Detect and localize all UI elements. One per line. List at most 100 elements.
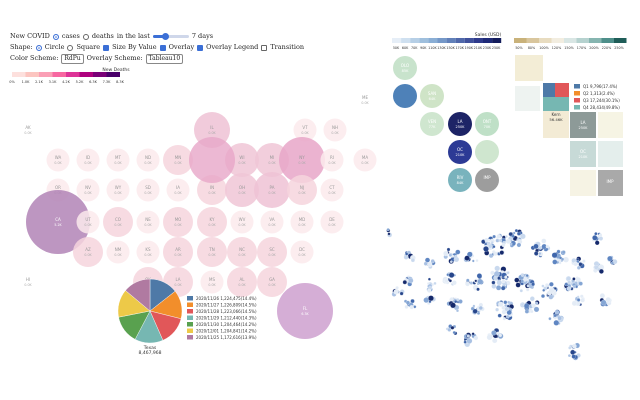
location-dot[interactable] [402, 280, 407, 285]
location-dot[interactable] [520, 233, 526, 240]
state-bubble-md[interactable] [290, 210, 314, 234]
state-bubble-ia[interactable] [166, 178, 190, 202]
location-dot[interactable] [529, 296, 535, 302]
cases-label[interactable]: cases [61, 32, 80, 40]
state-bubble-fl[interactable] [277, 283, 333, 339]
location-dot[interactable] [599, 293, 606, 299]
days-slider-knob[interactable] [162, 33, 170, 40]
location-dot[interactable] [387, 232, 391, 236]
location-dot[interactable] [524, 309, 530, 314]
treemap-cell-imp[interactable] [598, 170, 623, 196]
location-dot[interactable] [498, 301, 504, 307]
treemap-cell-q4[interactable] [543, 97, 569, 111]
location-dot[interactable] [395, 286, 399, 290]
location-dot[interactable] [568, 346, 572, 350]
location-dot[interactable] [519, 289, 523, 293]
location-dot[interactable] [474, 279, 478, 283]
location-dot[interactable] [427, 288, 432, 293]
location-dot[interactable] [504, 306, 510, 312]
state-bubble-ma[interactable] [353, 148, 377, 172]
location-dot[interactable] [466, 251, 473, 258]
state-bubble-sd[interactable] [136, 178, 160, 202]
state-bubble-wa[interactable] [46, 148, 70, 172]
city-bubble[interactable] [448, 140, 472, 164]
location-dot[interactable] [456, 309, 459, 313]
state-bubble-ar[interactable] [163, 237, 193, 267]
state-bubble-wi[interactable] [225, 143, 259, 177]
location-dot[interactable] [448, 279, 452, 283]
state-bubble-ne[interactable] [136, 210, 160, 234]
location-dot[interactable] [592, 235, 598, 241]
state-bubble-mn[interactable] [163, 145, 193, 175]
location-dot[interactable] [496, 279, 502, 286]
location-dot[interactable] [533, 243, 539, 249]
location-dot[interactable] [557, 316, 562, 321]
location-dot[interactable] [594, 240, 600, 246]
location-dot[interactable] [607, 255, 613, 262]
location-dot[interactable] [448, 272, 455, 278]
state-bubble-dc[interactable] [290, 240, 314, 264]
location-dot[interactable] [471, 259, 475, 263]
state-bubble-nc[interactable] [227, 237, 257, 267]
location-dot[interactable] [425, 257, 431, 263]
overlay-label[interactable]: Overlay [168, 43, 195, 51]
location-dot[interactable] [508, 232, 513, 237]
circle-radio[interactable] [35, 44, 42, 51]
location-dot[interactable] [524, 303, 530, 309]
state-bubble-az[interactable] [73, 237, 103, 267]
cases-radio[interactable] [52, 33, 59, 40]
state-bubble-id[interactable] [76, 148, 100, 172]
city-bubble[interactable] [393, 84, 417, 108]
location-dot[interactable] [578, 281, 583, 286]
location-dot[interactable] [443, 250, 449, 257]
pie-slice[interactable] [125, 278, 151, 312]
state-bubble-ga[interactable] [257, 267, 287, 297]
treemap-cell[interactable] [515, 86, 540, 111]
location-dot[interactable] [599, 269, 604, 274]
location-dot[interactable] [496, 234, 501, 239]
city-bubble[interactable] [420, 84, 444, 108]
location-dot[interactable] [466, 278, 470, 282]
overlay-checkbox[interactable] [159, 44, 166, 51]
location-dot[interactable] [449, 260, 453, 264]
state-bubble-co[interactable] [103, 207, 133, 237]
location-dot[interactable] [454, 254, 458, 259]
location-dot[interactable] [514, 229, 519, 233]
location-dot[interactable] [548, 317, 552, 321]
city-bubble[interactable] [448, 112, 472, 136]
location-dot[interactable] [610, 261, 614, 265]
location-dot[interactable] [576, 298, 581, 302]
location-dot[interactable] [496, 285, 502, 291]
state-bubble-tn[interactable] [197, 237, 227, 267]
state-bubble-ca[interactable] [26, 190, 90, 254]
location-dot[interactable] [472, 308, 478, 314]
location-dot[interactable] [446, 273, 450, 277]
location-dot[interactable] [491, 330, 497, 336]
location-dot[interactable] [486, 334, 493, 341]
location-dot[interactable] [553, 319, 560, 326]
location-dot[interactable] [498, 238, 503, 243]
location-dot[interactable] [525, 274, 529, 278]
location-dot[interactable] [492, 245, 496, 249]
location-dot[interactable] [553, 287, 557, 290]
location-dot[interactable] [408, 278, 414, 284]
location-dot[interactable] [498, 333, 502, 337]
location-dot[interactable] [483, 246, 489, 252]
state-bubble-ri[interactable] [320, 148, 344, 172]
location-dot[interactable] [506, 309, 512, 315]
location-dot[interactable] [473, 287, 477, 291]
treemap-cell-q3[interactable] [555, 83, 569, 97]
location-dot[interactable] [450, 325, 455, 330]
location-dot[interactable] [495, 238, 500, 243]
location-dot[interactable] [413, 305, 417, 309]
location-dot[interactable] [563, 256, 569, 263]
state-bubble-ny[interactable] [279, 137, 325, 183]
location-dot[interactable] [594, 232, 598, 236]
location-dot[interactable] [534, 301, 539, 305]
state-bubble-ut[interactable] [76, 210, 100, 234]
location-dot[interactable] [600, 299, 607, 306]
location-dot[interactable] [473, 335, 479, 341]
location-dot[interactable] [505, 238, 511, 244]
location-dot[interactable] [571, 354, 576, 359]
location-dot[interactable] [558, 256, 562, 260]
